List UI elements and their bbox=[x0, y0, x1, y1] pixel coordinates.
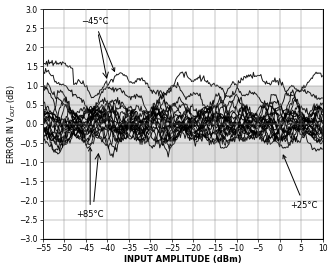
Text: +85°C: +85°C bbox=[76, 148, 104, 219]
X-axis label: INPUT AMPLITUDE (dBm): INPUT AMPLITUDE (dBm) bbox=[124, 255, 241, 264]
Text: +25°C: +25°C bbox=[283, 155, 318, 210]
Text: −45°C: −45°C bbox=[81, 17, 115, 71]
Y-axis label: ERROR IN V$_{OUT}$ (dB): ERROR IN V$_{OUT}$ (dB) bbox=[6, 84, 18, 164]
Bar bbox=[43, 86, 323, 162]
